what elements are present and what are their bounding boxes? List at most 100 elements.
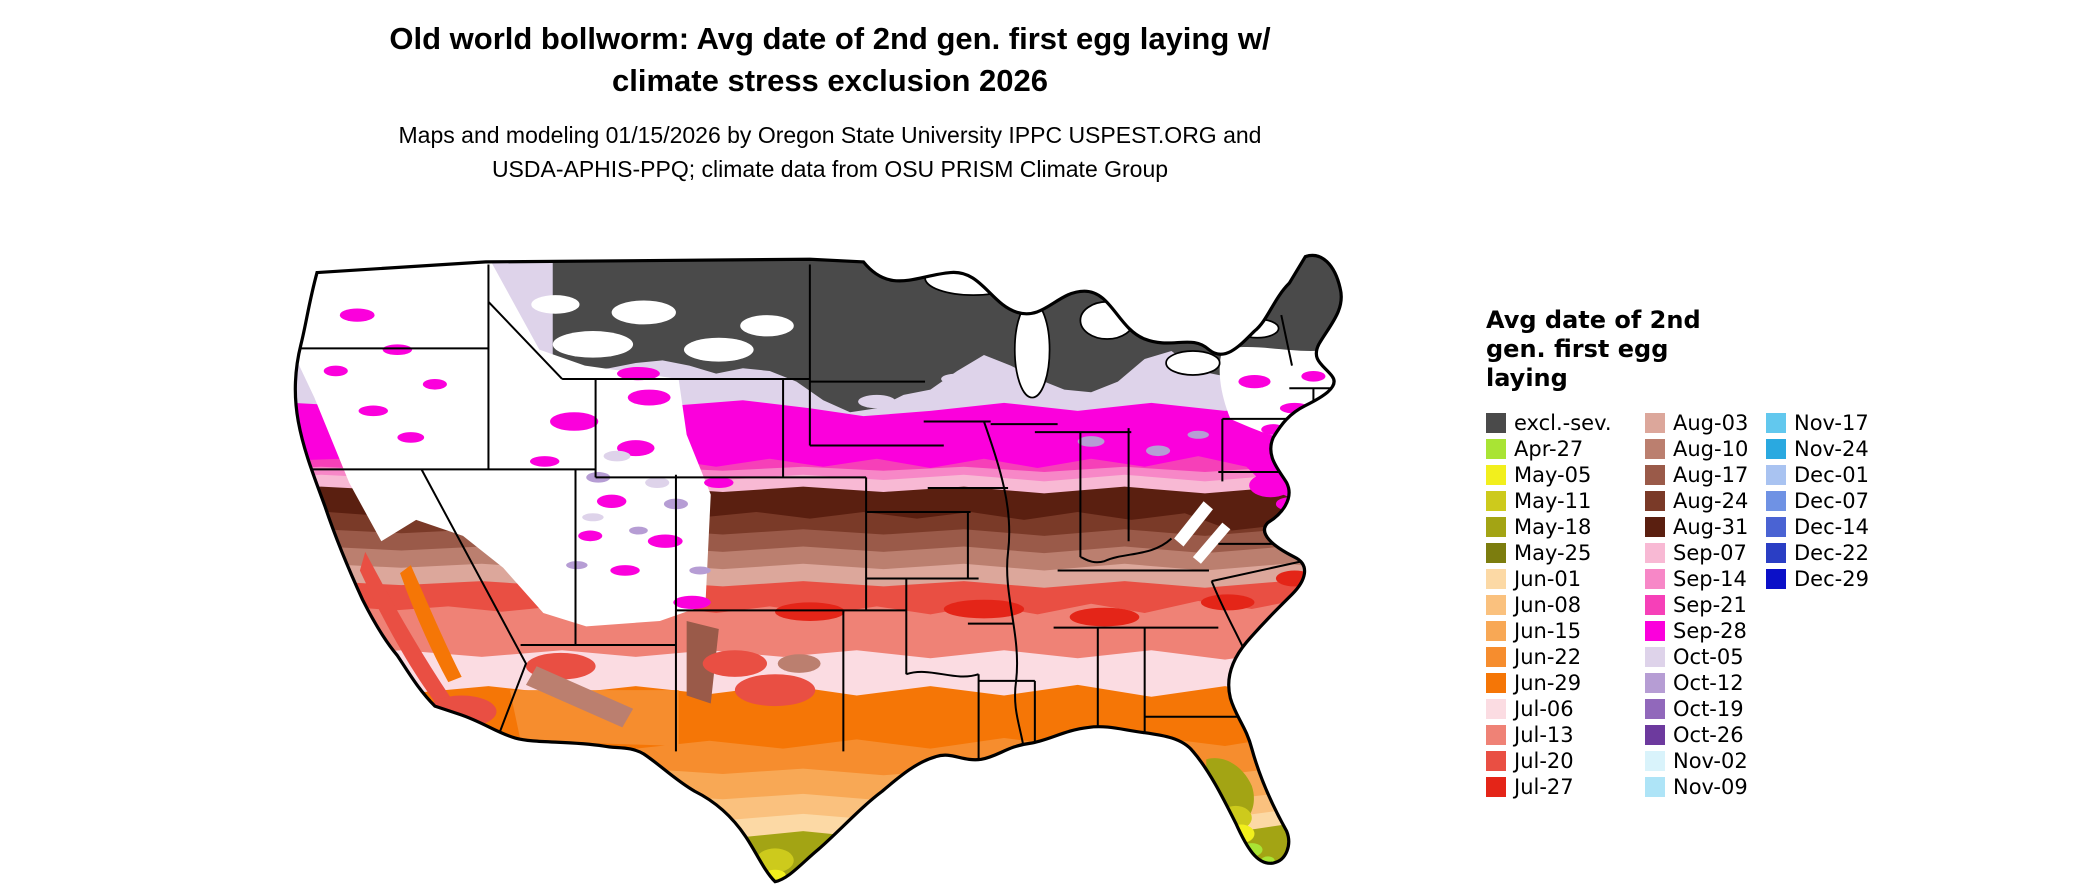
legend-item: Oct-26 [1645, 722, 1748, 748]
legend-label: Aug-03 [1673, 411, 1749, 435]
legend-item: Jun-01 [1486, 566, 1612, 592]
legend-swatch [1486, 647, 1506, 667]
legend-swatch [1645, 621, 1665, 641]
legend-swatch [1645, 647, 1665, 667]
legend-item: Dec-01 [1766, 462, 1869, 488]
legend-swatch [1486, 517, 1506, 537]
legend-item: Dec-14 [1766, 514, 1869, 540]
legend-label: Oct-26 [1673, 723, 1744, 747]
legend-swatch [1645, 699, 1665, 719]
legend-label: Jul-06 [1514, 697, 1574, 721]
legend-item: Jun-08 [1486, 592, 1612, 618]
legend-item: Jul-06 [1486, 696, 1612, 722]
legend-item: Dec-22 [1766, 540, 1869, 566]
region-newmexico-red [702, 650, 768, 677]
legend-label: May-05 [1514, 463, 1592, 487]
legend-title-line2: gen. first egg [1486, 335, 1669, 363]
legend-swatch [1486, 777, 1506, 797]
legend-swatch [1486, 621, 1506, 641]
legend-item: Dec-07 [1766, 488, 1869, 514]
legend-label: Nov-09 [1673, 775, 1748, 799]
legend-title-line1: Avg date of 2nd [1486, 306, 1701, 334]
us-outline [293, 253, 1343, 884]
legend-label: Oct-05 [1673, 645, 1744, 669]
legend-label: Aug-24 [1673, 489, 1749, 513]
legend-swatch [1766, 439, 1786, 459]
legend-label: May-25 [1514, 541, 1592, 565]
map-fill-layers [295, 255, 1342, 882]
legend-label: Jul-27 [1514, 775, 1574, 799]
legend-swatch [1486, 751, 1506, 771]
legend-item: Jul-13 [1486, 722, 1612, 748]
legend-item: Aug-03 [1645, 410, 1748, 436]
legend-swatch [1766, 543, 1786, 563]
speckles-lavender [582, 373, 974, 522]
legend-swatch [1486, 413, 1506, 433]
legend-column-1: excl.-sev. Apr-27 May-05 May-11 May-18 May-25… [1486, 410, 1612, 800]
legend-label: Sep-07 [1673, 541, 1747, 565]
legend-item: Nov-02 [1645, 748, 1748, 774]
legend-swatch [1645, 439, 1665, 459]
legend-label: May-11 [1514, 489, 1592, 513]
subtitle: Maps and modeling 01/15/2026 by Oregon S… [0, 118, 1660, 186]
legend-swatch [1766, 569, 1786, 589]
legend-label: Dec-14 [1794, 515, 1869, 539]
legend-item: Aug-17 [1645, 462, 1748, 488]
legend-label: Oct-19 [1673, 697, 1744, 721]
legend-label: Jun-15 [1514, 619, 1582, 643]
accents-jul27 [775, 570, 1314, 627]
legend-swatch [1766, 465, 1786, 485]
legend-label: Jun-22 [1514, 645, 1582, 669]
legend-label: Dec-01 [1794, 463, 1869, 487]
region-central-valley [400, 565, 462, 683]
page-title-line2: climate stress exclusion 2026 [612, 63, 1048, 98]
legend-item: Jun-15 [1486, 618, 1612, 644]
legend-swatch [1645, 413, 1665, 433]
region-westtexas-brown [777, 654, 821, 673]
legend-item: Nov-17 [1766, 410, 1869, 436]
page-title-line1: Old world bollworm: Avg date of 2nd gen.… [389, 21, 1271, 56]
region-southtexas-may11 [756, 848, 794, 873]
legend-item: May-11 [1486, 488, 1612, 514]
legend-label: Nov-24 [1794, 437, 1869, 461]
legend-label: Aug-10 [1673, 437, 1749, 461]
legend-swatch [1766, 491, 1786, 511]
legend-swatch [1645, 491, 1665, 511]
legend-item: Sep-14 [1645, 566, 1748, 592]
state-borders [295, 264, 1335, 774]
legend-swatch [1486, 465, 1506, 485]
legend-item: Oct-19 [1645, 696, 1748, 722]
legend-item: Jul-27 [1486, 774, 1612, 800]
lake-erie [1165, 350, 1221, 376]
legend-item: Dec-29 [1766, 566, 1869, 592]
map-legend: Avg date of 2nd gen. first egg laying ex… [1486, 306, 1926, 846]
legend-label: Aug-31 [1673, 515, 1749, 539]
legend-label: Aug-17 [1673, 463, 1749, 487]
legend-swatch [1645, 569, 1665, 589]
legend-label: Nov-17 [1794, 411, 1869, 435]
legend-label: Sep-28 [1673, 619, 1747, 643]
legend-label: Nov-02 [1673, 749, 1748, 773]
legend-swatch [1486, 439, 1506, 459]
legend-swatch [1645, 595, 1665, 615]
legend-label: Jun-08 [1514, 593, 1582, 617]
lake-huron [1079, 300, 1135, 340]
legend-swatch [1486, 595, 1506, 615]
legend-swatch [1486, 569, 1506, 589]
legend-item: Apr-27 [1486, 436, 1612, 462]
legend-title-line3: laying [1486, 364, 1568, 392]
region-newmexico-mountains [686, 621, 719, 704]
legend-label: Dec-29 [1794, 567, 1869, 591]
legend-swatch [1645, 777, 1665, 797]
legend-item: Oct-05 [1645, 644, 1748, 670]
legend-label: Sep-14 [1673, 567, 1747, 591]
subtitle-line1: Maps and modeling 01/15/2026 by Oregon S… [398, 122, 1262, 148]
legend-item: May-18 [1486, 514, 1612, 540]
map-svg [293, 253, 1343, 884]
legend-swatch [1766, 517, 1786, 537]
legend-item: Jun-29 [1486, 670, 1612, 696]
legend-swatch [1645, 543, 1665, 563]
legend-swatch [1486, 673, 1506, 693]
legend-item: Sep-28 [1645, 618, 1748, 644]
